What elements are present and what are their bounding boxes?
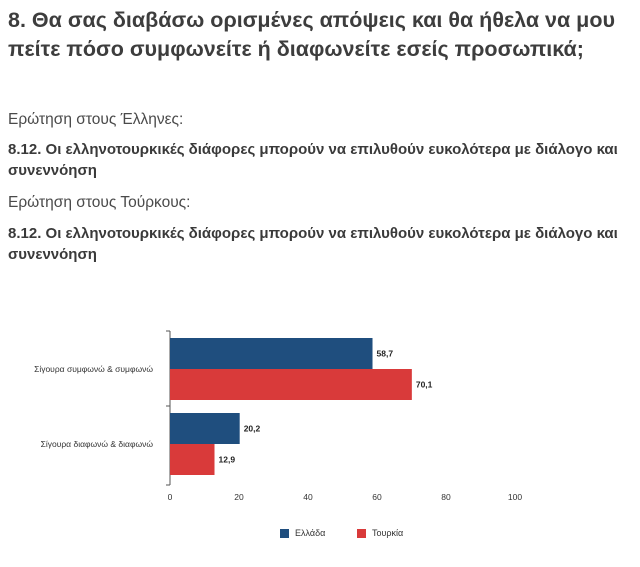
bar-value-label: 12,9: [219, 455, 236, 465]
bar-value-label: 70,1: [416, 380, 433, 390]
legend-swatch-greece: [280, 528, 289, 538]
turkish-question-intro: Ερώτηση στους Τούρκους:: [8, 194, 191, 211]
x-tick-label: 40: [303, 492, 313, 502]
bar-chart: Σίγουρα συμφωνώ & συμφωνώ Σίγουρα διαφωνώ…: [34, 330, 522, 502]
greek-question-intro: Ερώτηση στους Έλληνες:: [8, 111, 184, 128]
turkish-question-text: 8.12. Οι ελληνοτουρκικές διάφορες μπορού…: [8, 225, 618, 263]
bar: [170, 369, 412, 400]
category-label: Σίγουρα διαφωνώ & διαφωνώ: [41, 439, 154, 449]
legend-item-greece: Ελλάδα: [280, 528, 325, 538]
greek-question-text: 8.12. Οι ελληνοτουρκικές διάφορες μπορού…: [8, 141, 618, 179]
category-label: Σίγουρα συμφωνώ & συμφωνώ: [34, 364, 153, 374]
legend-item-turkey: Τουρκία: [357, 528, 403, 538]
bar: [170, 413, 240, 444]
x-tick-label: 20: [234, 492, 244, 502]
legend-label-turkey: Τουρκία: [372, 528, 404, 538]
legend-label-greece: Ελλάδα: [295, 528, 326, 538]
legend-swatch-turkey: [357, 528, 366, 538]
x-tick-label: 80: [441, 492, 451, 502]
x-tick-label: 60: [372, 492, 382, 502]
bar-value-label: 20,2: [244, 424, 261, 434]
bar-value-label: 58,7: [377, 349, 394, 359]
page-title: 8. Θα σας διαβάσω ορισμένες απόψεις και …: [8, 8, 615, 61]
bar: [170, 338, 373, 369]
x-tick-label: 100: [508, 492, 522, 502]
x-tick-label: 0: [168, 492, 173, 502]
bar: [170, 444, 215, 475]
